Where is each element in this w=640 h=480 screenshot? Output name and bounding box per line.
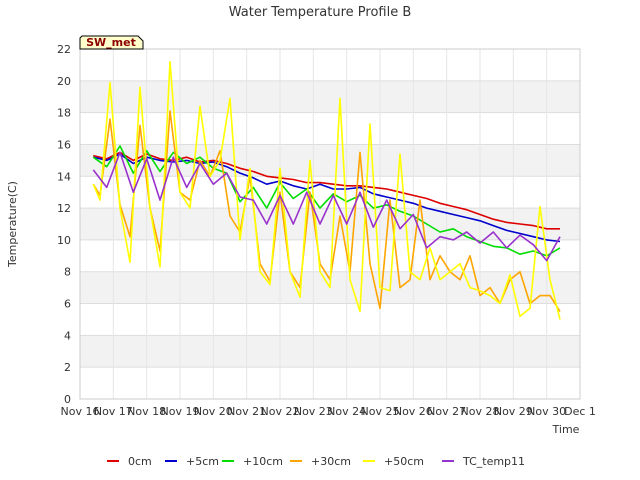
y-tick-label: 0 <box>64 393 71 406</box>
x-tick-label: Nov 18 <box>127 405 166 418</box>
y-tick-label: 10 <box>57 234 71 247</box>
series-line-50cm <box>92 60 561 320</box>
legend-item: +10cm <box>222 455 283 468</box>
x-axis-label: Time <box>552 423 580 436</box>
chart-title: Water Temperature Profile B <box>229 5 412 20</box>
series-line-30cm <box>92 110 561 312</box>
plot-band <box>80 80 580 113</box>
y-tick-label: 14 <box>57 170 71 183</box>
x-tick-label: Nov 24 <box>327 405 366 418</box>
y-tick-label: 20 <box>57 75 71 88</box>
x-tick-label: Nov 23 <box>294 405 333 418</box>
legend-label: +5cm <box>186 455 219 468</box>
legend: 0cm +5cm +10cm +30cm +50cm TC_temp11 <box>107 455 525 468</box>
legend-item: TC_temp11 <box>442 455 525 468</box>
legend-label: +30cm <box>311 455 351 468</box>
x-tick-label: Nov 28 <box>461 405 500 418</box>
legend-label: +50cm <box>384 455 424 468</box>
y-tick-label: 18 <box>57 107 71 120</box>
y-axis-ticks: 0 2 4 6 8 10 12 14 16 18 20 22 <box>57 43 71 406</box>
y-tick-label: 22 <box>57 43 71 56</box>
plot-band <box>80 112 580 145</box>
x-tick-label: Nov 27 <box>427 405 466 418</box>
legend-label: TC_temp11 <box>462 455 525 468</box>
series-lines <box>92 60 561 320</box>
x-tick-label: Dec 1 <box>564 405 596 418</box>
x-tick-label: Nov 21 <box>227 405 266 418</box>
y-tick-label: 2 <box>64 361 71 374</box>
y-tick-label: 16 <box>57 138 71 151</box>
y-tick-label: 6 <box>64 298 71 311</box>
legend-label: +10cm <box>243 455 283 468</box>
series-line-tc-temp11 <box>92 151 561 262</box>
series-line-0cm <box>93 151 560 230</box>
x-tick-label: Nov 19 <box>161 405 200 418</box>
station-badge: SW_met <box>79 35 144 50</box>
plot-band <box>80 367 580 399</box>
legend-item: 0cm <box>107 455 152 468</box>
x-tick-label: Nov 16 <box>61 405 100 418</box>
station-badge-label: SW_met <box>86 36 136 49</box>
x-tick-label: Nov 17 <box>94 405 133 418</box>
plot-frame <box>79 48 581 400</box>
y-tick-label: 8 <box>64 266 71 279</box>
x-tick-label: Nov 29 <box>494 405 533 418</box>
x-tick-label: Nov 26 <box>394 405 433 418</box>
legend-item: +50cm <box>363 455 424 468</box>
x-tick-label: Nov 30 <box>527 405 566 418</box>
y-axis-label: Temperature(C) <box>6 181 19 268</box>
plot-band <box>80 303 580 336</box>
y-tick-label: 4 <box>64 329 71 342</box>
x-tick-label: Nov 25 <box>361 405 400 418</box>
plot-band <box>80 335 580 368</box>
legend-item: +5cm <box>165 455 219 468</box>
plot-band <box>80 239 580 272</box>
legend-item: +30cm <box>290 455 351 468</box>
y-tick-label: 12 <box>57 202 71 215</box>
plot-band <box>80 49 580 81</box>
legend-label: 0cm <box>128 455 152 468</box>
plot-background <box>80 49 580 399</box>
x-tick-label: Nov 20 <box>194 405 233 418</box>
plot-band <box>80 144 580 177</box>
x-tick-label: Nov 22 <box>261 405 300 418</box>
series-line-10cm <box>92 145 561 257</box>
